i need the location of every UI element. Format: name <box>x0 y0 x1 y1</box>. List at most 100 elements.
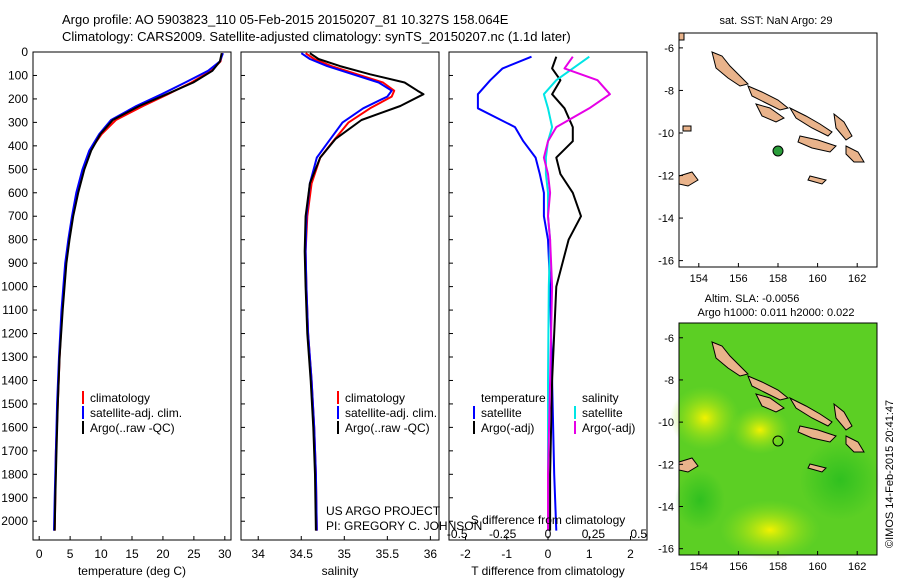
island-malaita <box>833 402 853 431</box>
island-west-coast <box>678 171 699 187</box>
y-tick-label: 900 <box>8 256 28 270</box>
map-x-tick-label: 158 <box>769 561 787 573</box>
legend-title-temperature: temperature <box>481 391 546 405</box>
legend-label-argo: Argo(..raw -QC) <box>90 421 175 435</box>
sla-anomaly-high-south <box>720 500 820 560</box>
y-tick-label: 100 <box>8 68 28 82</box>
x-tick-label: 5 <box>67 547 74 561</box>
s-tick-label: -0.25 <box>489 527 517 541</box>
island-guadalcanal <box>797 135 837 153</box>
s-tick-label: -0.5 <box>447 527 468 541</box>
legend-label-temp-argo: Argo(-adj) <box>481 421 534 435</box>
island-small-a <box>682 125 692 132</box>
legend-title-salinity: salinity <box>582 391 619 405</box>
series-line-satellite-adj-clim- <box>53 52 224 531</box>
x-tick-label: 2 <box>627 547 634 561</box>
x-tick-label: 25 <box>187 547 201 561</box>
legend-label-climatology: climatology <box>345 391 405 405</box>
y-tick-label: 800 <box>8 233 28 247</box>
legend-label-argo: Argo(..raw -QC) <box>345 421 430 435</box>
island-choiseul <box>747 375 790 401</box>
x-tick-label: 15 <box>125 547 139 561</box>
map-x-tick-label: 160 <box>808 561 826 573</box>
island-makira <box>845 435 865 453</box>
difference-xlabel-s: S difference from climatology <box>471 513 626 527</box>
y-tick-label: 1700 <box>1 444 28 458</box>
x-tick-label: -2 <box>460 547 471 561</box>
y-tick-label: 1500 <box>1 397 28 411</box>
sla-map-title-line2: Argo h1000: 0.011 h2000: 0.022 <box>698 307 855 319</box>
map-x-tick-label: 160 <box>808 273 826 285</box>
series-line-temperature-satellite <box>476 55 558 531</box>
island-bougainville <box>711 341 749 377</box>
legend-label-climatology: climatology <box>90 391 150 405</box>
y-tick-label: 1900 <box>1 491 28 505</box>
island-rennell <box>807 175 827 185</box>
difference-xlabel-t: T difference from climatology <box>471 564 625 578</box>
sla-anomaly-high-center <box>730 406 790 454</box>
map-x-tick-label: 162 <box>848 273 866 285</box>
series-line-climatology <box>304 52 396 531</box>
series-line-argo-raw-qc- <box>303 52 425 531</box>
salinity-diff-axis-labels: -0.5 -0.25 0 0.25 0.5 <box>447 527 648 541</box>
island-santa-isabel <box>788 106 833 137</box>
temperature-legend: climatology satellite-adj. clim. Argo(..… <box>82 391 182 435</box>
difference-series <box>476 55 611 531</box>
sst-map: sat. SST: NaN Argo: 29 154 156 158 160 162 -6… <box>658 15 878 285</box>
temperature-series <box>53 52 224 531</box>
y-tick-label: 1800 <box>1 467 28 481</box>
y-tick-label: 400 <box>8 139 28 153</box>
map-y-tick-label: -6 <box>664 333 674 345</box>
island-new-georgia <box>755 393 785 413</box>
x-tick-label: 35 <box>338 547 352 561</box>
map-y-tick-label: -10 <box>658 128 674 140</box>
island-guadalcanal <box>797 425 837 443</box>
y-tick-label: 200 <box>8 92 28 106</box>
legend-label-satellite: satellite-adj. clim. <box>345 406 437 420</box>
island-bougainville <box>711 51 749 87</box>
credit-pi: PI: GREGORY C. JOHNSON <box>326 519 482 533</box>
sla-anomaly-high-west <box>670 386 740 450</box>
salinity-xlabel: salinity <box>322 564 359 578</box>
map-y-tick-label: -6 <box>664 43 674 55</box>
island-corner <box>678 32 685 41</box>
figure-title-line2: Climatology: CARS2009. Satellite-adjuste… <box>62 29 571 44</box>
island-choiseul <box>747 85 790 111</box>
series-line-argo-raw-qc- <box>53 52 223 531</box>
salinity-series <box>300 52 425 531</box>
y-tick-label: 500 <box>8 162 28 176</box>
map-y-tick-label: -8 <box>664 85 674 97</box>
x-tick-label: 34 <box>252 547 266 561</box>
y-tick-label: 600 <box>8 186 28 200</box>
island-makira <box>845 145 865 163</box>
x-tick-label: 35.5 <box>376 547 400 561</box>
sst-map-islands <box>678 32 865 187</box>
argo-float-marker-sla <box>772 435 784 447</box>
salinity-legend: climatology satellite-adj. clim. Argo(..… <box>337 391 437 435</box>
y-tick-label: 700 <box>8 209 28 223</box>
x-tick-label: -1 <box>501 547 512 561</box>
map-y-tick-label: -8 <box>664 375 674 387</box>
y-tick-label: 1300 <box>1 350 28 364</box>
series-line-salinity-argo-adj- <box>542 56 611 531</box>
series-line-climatology <box>53 52 224 531</box>
x-tick-label: 10 <box>94 547 108 561</box>
legend-label-satellite: satellite-adj. clim. <box>90 406 182 420</box>
argo-float-marker <box>772 145 784 157</box>
sst-map-axes: 154 156 158 160 162 -6 -8 -10 -12 -14 -16 <box>658 43 866 285</box>
x-tick-label: 34.5 <box>290 547 314 561</box>
sla-anomaly-low-east <box>800 440 880 520</box>
map-x-tick-label: 158 <box>769 273 787 285</box>
map-x-tick-label: 162 <box>848 561 866 573</box>
x-tick-label: 20 <box>156 547 170 561</box>
series-line-temperature-argo-adj- <box>549 56 582 531</box>
map-y-tick-label: -14 <box>658 213 674 225</box>
map-y-tick-label: -10 <box>658 417 674 429</box>
sla-map-axes: 154 156 158 160 162 -6 -8 -10 -12 -14 -16 <box>658 333 866 573</box>
y-tick-label: 1400 <box>1 373 28 387</box>
map-y-tick-label: -16 <box>658 544 674 556</box>
s-tick-label: 0.25 <box>582 527 606 541</box>
map-x-tick-label: 154 <box>690 273 708 285</box>
y-tick-label: 0 <box>21 45 28 59</box>
